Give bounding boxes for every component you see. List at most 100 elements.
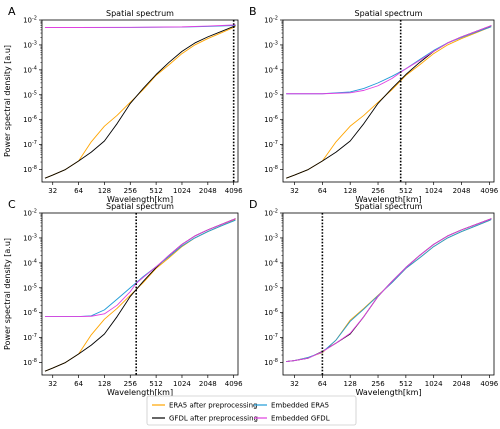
x-axis-label: Wavelength[km] <box>107 388 173 397</box>
series-line-0 <box>286 26 492 179</box>
y-axis-label: Power spectral density [a.u] <box>3 45 12 157</box>
x-tick-label: 512 <box>399 187 412 195</box>
x-tick-label: 512 <box>399 380 412 388</box>
x-tick-label: 32 <box>290 380 299 388</box>
plot-area <box>44 213 236 375</box>
x-tick-label: 256 <box>371 187 385 195</box>
x-tick-label: 128 <box>98 187 111 195</box>
y-tick-label: 10-3 <box>23 233 37 242</box>
y-tick-label: 10-7 <box>23 333 37 342</box>
x-tick-label: 32 <box>48 380 57 388</box>
y-axis-label: Power spectral density [a.u] <box>3 238 12 350</box>
series-line-2 <box>286 26 492 95</box>
panel-c: Spatial spectrum C 32 64 128 256 512 1024 2048 40… <box>3 198 243 397</box>
y-tick-label: 10-5 <box>264 90 278 99</box>
series-line-2 <box>44 219 236 317</box>
x-tick-label: 64 <box>74 187 83 195</box>
series-line-3 <box>44 24 236 28</box>
series-line-3 <box>44 218 236 317</box>
legend-label: ERA5 after preprocessing <box>169 402 257 410</box>
x-axis-label: Wavelength[km] <box>355 388 421 397</box>
panel-a: Spatial spectrum A 32 64 128 256 512 1024 2048 40… <box>3 5 243 204</box>
y-tick-label: 10-5 <box>23 90 37 99</box>
x-tick-label: 4096 <box>480 187 498 195</box>
axes-frame <box>282 19 495 183</box>
x-tick-label: 2048 <box>453 187 471 195</box>
axes-frame <box>282 212 495 376</box>
x-tick-label: 2048 <box>453 380 471 388</box>
y-tick-label: 10-2 <box>23 16 37 25</box>
y-tick-label: 10-6 <box>23 308 37 317</box>
x-tick-label: 128 <box>98 380 111 388</box>
x-axis-label: Wavelength[km] <box>355 195 421 204</box>
x-tick-label: 2048 <box>199 380 217 388</box>
series-line-0 <box>286 219 492 362</box>
axes-frame <box>41 19 239 183</box>
y-tick-label: 10-8 <box>264 358 278 367</box>
y-tick-label: 10-7 <box>264 140 278 149</box>
series-line-3 <box>286 25 492 95</box>
y-tick-label: 10-6 <box>264 308 278 317</box>
y-tick-label: 10-8 <box>264 165 278 174</box>
x-tick-label: 64 <box>318 380 327 388</box>
panel-letter: D <box>249 198 257 211</box>
panel-letter: B <box>249 5 257 18</box>
axes-frame <box>41 212 239 376</box>
panel-title: Spatial spectrum <box>355 202 423 211</box>
y-tick-label: 10-3 <box>264 40 278 49</box>
x-tick-label: 4096 <box>480 380 498 388</box>
y-tick-label: 10-4 <box>264 258 278 267</box>
panel-b: Spatial spectrum B 32 64 128 256 512 1024 2048 40… <box>249 5 499 204</box>
panel-title: Spatial spectrum <box>355 9 423 18</box>
x-tick-label: 256 <box>124 187 138 195</box>
series-line-3 <box>286 218 492 362</box>
y-tick-label: 10-7 <box>264 333 278 342</box>
legend-label: Embedded GFDL <box>271 415 330 423</box>
legend-frame <box>146 395 357 426</box>
series-line-0 <box>44 219 236 372</box>
x-axis-label: Wavelength[km] <box>107 195 173 204</box>
legend: ERA5 after preprocessing Embedded ERA5 GFD… <box>146 395 357 426</box>
x-tick-label: 4096 <box>225 187 243 195</box>
panel-title: Spatial spectrum <box>106 202 174 211</box>
x-tick-label: 1024 <box>425 187 443 195</box>
series-line-1 <box>286 218 492 362</box>
plot-area <box>44 20 236 182</box>
x-tick-label: 4096 <box>225 380 243 388</box>
y-tick-label: 10-7 <box>23 140 37 149</box>
panel-letter: C <box>8 198 16 211</box>
series-line-0 <box>44 26 236 179</box>
y-tick-label: 10-3 <box>23 40 37 49</box>
legend-label: Embedded ERA5 <box>271 402 329 410</box>
x-tick-label: 1024 <box>173 187 191 195</box>
x-tick-label: 1024 <box>425 380 443 388</box>
x-tick-label: 2048 <box>199 187 217 195</box>
x-tick-label: 32 <box>48 187 57 195</box>
x-tick-label: 1024 <box>173 380 191 388</box>
x-tick-label: 512 <box>149 187 162 195</box>
panel-d: Spatial spectrum D 32 64 128 256 512 1024 2048 40… <box>249 198 499 397</box>
series-line-1 <box>44 25 236 179</box>
x-tick-label: 64 <box>74 380 83 388</box>
y-tick-label: 10-4 <box>23 258 37 267</box>
x-tick-label: 64 <box>318 187 327 195</box>
x-tick-label: 32 <box>290 187 299 195</box>
series-line-1 <box>44 218 236 372</box>
y-tick-label: 10-3 <box>264 233 278 242</box>
panel-title: Spatial spectrum <box>106 9 174 18</box>
x-tick-label: 512 <box>149 380 162 388</box>
plot-area <box>286 213 492 375</box>
x-tick-label: 128 <box>344 380 357 388</box>
y-tick-label: 10-6 <box>264 115 278 124</box>
x-tick-label: 128 <box>344 187 357 195</box>
y-tick-label: 10-4 <box>264 65 278 74</box>
y-tick-label: 10-2 <box>264 16 278 25</box>
y-tick-label: 10-6 <box>23 115 37 124</box>
y-tick-label: 10-2 <box>264 209 278 218</box>
legend-label: GFDL after preprocessing <box>169 415 258 423</box>
y-tick-label: 10-8 <box>23 358 37 367</box>
series-line-2 <box>286 219 492 362</box>
y-tick-label: 10-5 <box>264 283 278 292</box>
x-tick-label: 256 <box>124 380 138 388</box>
